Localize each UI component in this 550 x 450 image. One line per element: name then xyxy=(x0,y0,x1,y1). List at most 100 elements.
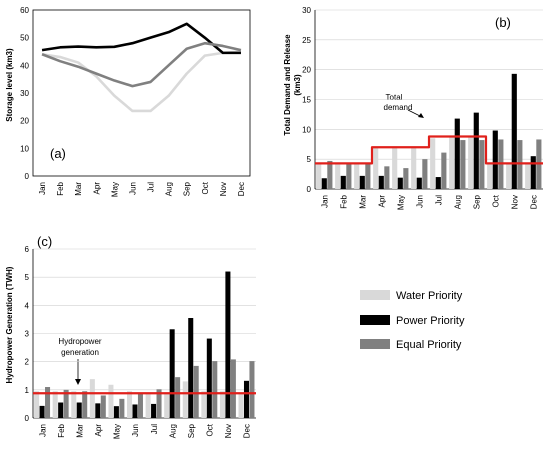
bar-b-s1-apr xyxy=(378,175,384,189)
x-tick-label-b-0: Jan xyxy=(321,195,330,208)
y-tick-label-a-0: 0 xyxy=(25,172,30,181)
y-tick-label-b-6: 30 xyxy=(302,6,311,15)
panel-c-annotation-line1: Hydropower xyxy=(58,337,101,346)
bar-c-s2-dec xyxy=(249,361,255,418)
y-tick-label-b-5: 25 xyxy=(302,36,311,45)
bar-b-s1-feb xyxy=(340,175,346,189)
panel-c-ylabel: Hydropower Generation (TWH) xyxy=(5,266,14,383)
panel-a-storage-level: Storage level (km3) (a) 0 10 20 30 40 50 60 Jan… xyxy=(5,6,251,197)
bar-b-s0-feb xyxy=(335,163,341,189)
x-tick-label-c-4: May xyxy=(113,424,122,439)
panel-b-annotation-line2: demand xyxy=(384,103,413,112)
legend-swatch-power-priority xyxy=(360,315,390,325)
panel-a-label: (a) xyxy=(50,146,66,161)
x-tick-label-c-0: Jan xyxy=(38,424,47,437)
y-tick-label-c-3: 3 xyxy=(25,330,30,339)
series-line-a-1 xyxy=(41,22,241,55)
x-tick-label-b-11: Dec xyxy=(530,195,539,209)
plot-frame-a xyxy=(32,9,251,177)
bar-b-s1-dec xyxy=(530,156,536,189)
bar-b-s1-jun xyxy=(416,177,422,189)
y-tick-label-b-1: 5 xyxy=(307,155,312,164)
y-tick-label-c-6: 6 xyxy=(25,245,30,254)
y-tick-label-c-5: 5 xyxy=(25,273,30,282)
bar-c-s2-oct xyxy=(212,361,218,418)
bar-b-s2-may xyxy=(403,168,409,189)
bar-b-s1-mar xyxy=(359,175,365,189)
bar-b-s0-may xyxy=(392,147,398,189)
bar-c-s2-mar xyxy=(82,391,88,418)
x-tick-label-a-1: Feb xyxy=(56,181,65,195)
y-tick-label-c-4: 4 xyxy=(25,301,30,310)
y-tick-label-c-2: 2 xyxy=(25,358,30,367)
bar-c-s0-feb xyxy=(52,391,58,418)
y-tick-label-a-1: 10 xyxy=(20,144,29,153)
x-tick-label-b-7: Aug xyxy=(454,195,463,209)
x-tick-label-a-7: Aug xyxy=(165,182,174,196)
bar-b-s0-aug xyxy=(449,137,455,189)
x-tick-label-b-2: Mar xyxy=(359,195,368,209)
bar-c-s1-jun xyxy=(132,404,138,418)
panel-b-label: (b) xyxy=(495,15,511,30)
bar-c-s1-may xyxy=(113,406,119,418)
panel-c-annotation-arrowhead xyxy=(75,379,81,385)
bar-b-s1-sep xyxy=(473,112,479,189)
reference-line-b xyxy=(315,135,543,165)
panel-a-ylabel: Storage level (km3) xyxy=(5,48,14,122)
bar-c-s0-jul xyxy=(145,392,151,418)
bar-c-s2-jun xyxy=(137,392,143,418)
bar-b-s1-jan xyxy=(321,178,327,189)
x-tick-label-b-6: Jul xyxy=(435,195,444,205)
bar-c-s1-nov xyxy=(225,271,231,418)
y-tick-label-c-0: 0 xyxy=(25,414,30,423)
x-tick-label-c-5: Jun xyxy=(131,424,140,437)
bar-c-s0-dec xyxy=(238,392,244,418)
x-tick-label-a-3: Apr xyxy=(92,182,101,195)
bar-b-s2-feb xyxy=(346,163,352,189)
bar-b-s2-aug xyxy=(460,140,466,189)
bar-c-s1-dec xyxy=(243,380,250,418)
bar-c-s0-may xyxy=(108,384,114,418)
bar-c-s2-jul xyxy=(156,389,162,418)
x-tick-label-a-8: Sep xyxy=(183,181,192,196)
panel-c-hydropower: Hydropower Generation (TWH) (c) Hydropow… xyxy=(5,234,256,439)
bar-c-s1-oct xyxy=(206,338,212,418)
bar-c-s1-apr xyxy=(95,403,101,418)
x-tick-label-c-10: Nov xyxy=(224,424,233,438)
x-tick-label-c-9: Oct xyxy=(206,423,215,436)
x-tick-label-a-6: Jul xyxy=(147,182,156,192)
bar-c-s1-jan xyxy=(39,405,45,418)
legend-swatch-equal-priority xyxy=(360,339,390,349)
x-tick-label-b-1: Feb xyxy=(340,194,349,208)
y-tick-label-a-6: 60 xyxy=(20,6,29,15)
bar-c-s0-jun xyxy=(127,391,133,418)
x-tick-label-b-4: May xyxy=(397,195,406,210)
y-tick-label-b-2: 10 xyxy=(302,125,311,134)
x-tick-label-c-11: Dec xyxy=(243,424,252,438)
bar-b-s2-jan xyxy=(327,160,333,189)
legend-label-water-priority: Water Priority xyxy=(396,290,463,302)
bar-c-s1-jul xyxy=(151,403,157,418)
bar-c-s0-sep xyxy=(182,381,188,418)
bar-b-s2-jun xyxy=(422,159,428,189)
bar-b-s0-oct xyxy=(487,163,493,189)
x-tick-label-a-11: Dec xyxy=(237,182,246,196)
x-tick-label-a-10: Nov xyxy=(219,182,228,196)
panel-b-ylabel-line1: Total Demand and Release xyxy=(283,34,292,136)
bar-b-s1-nov xyxy=(511,73,517,189)
x-tick-label-c-3: Apr xyxy=(94,424,103,437)
bar-c-s2-apr xyxy=(100,395,106,418)
bar-c-s0-mar xyxy=(71,391,77,418)
bar-b-s1-oct xyxy=(492,130,498,189)
bar-b-s0-jul xyxy=(430,138,436,189)
bar-b-s2-jul xyxy=(441,152,447,189)
y-tick-label-b-4: 20 xyxy=(302,66,311,75)
series-line-a-2 xyxy=(41,41,242,88)
y-tick-label-a-3: 30 xyxy=(20,89,29,98)
bar-c-s2-nov xyxy=(230,359,236,418)
bar-b-s2-apr xyxy=(384,166,390,189)
y-tick-label-a-4: 40 xyxy=(20,61,29,70)
bar-c-s2-feb xyxy=(63,389,69,418)
x-tick-label-b-8: Sep xyxy=(473,194,482,209)
